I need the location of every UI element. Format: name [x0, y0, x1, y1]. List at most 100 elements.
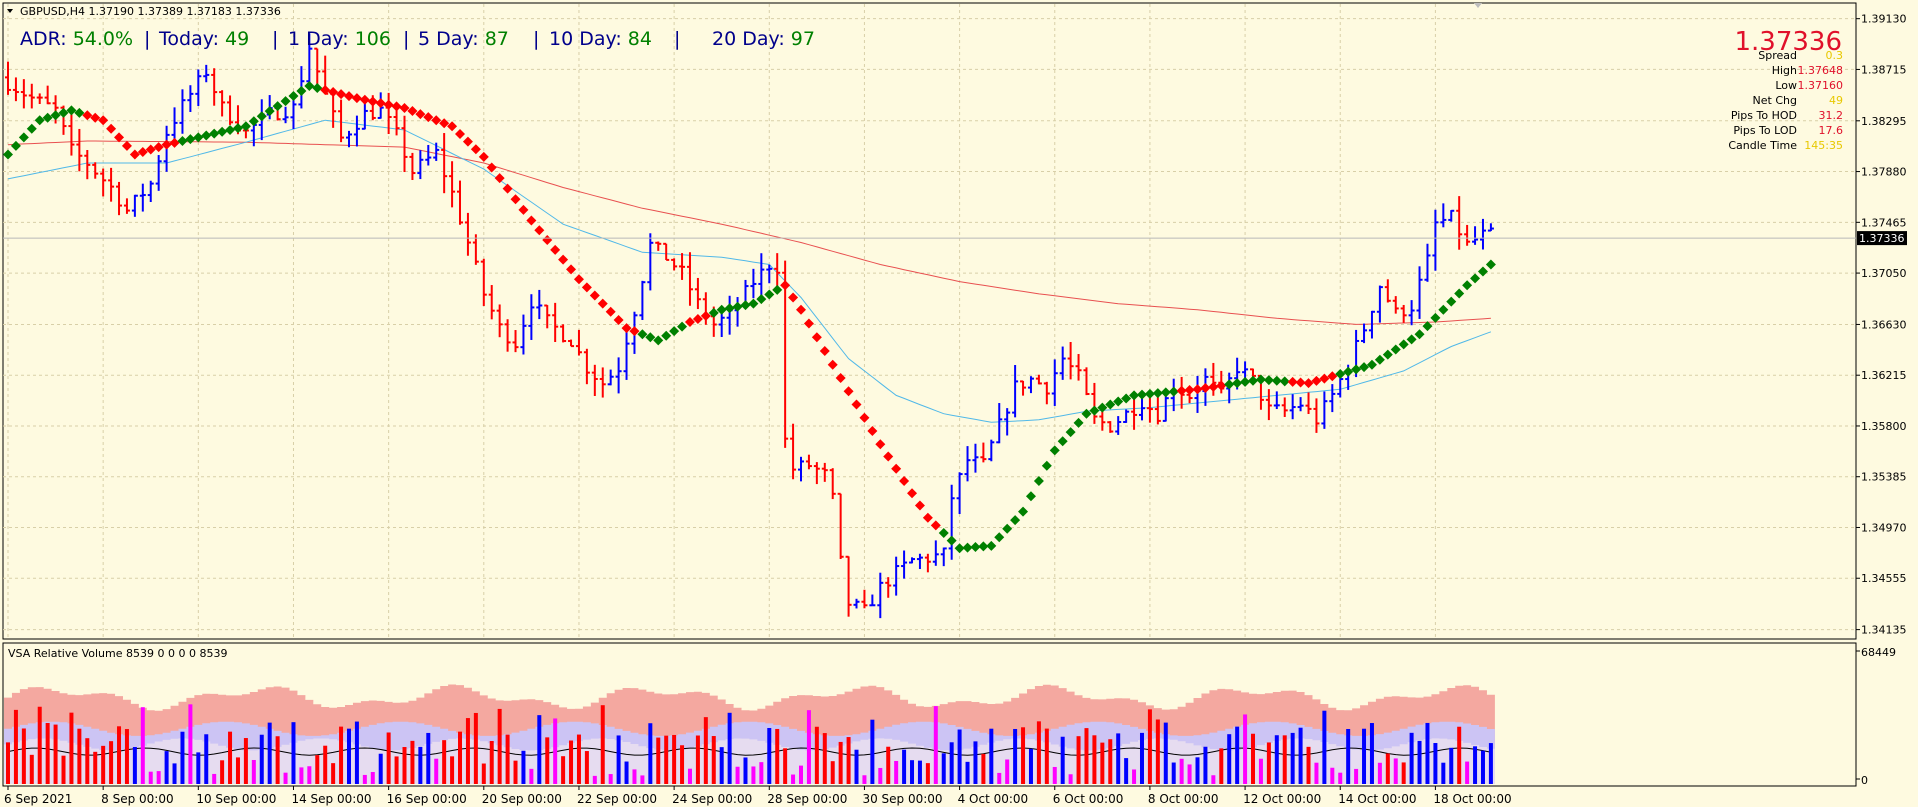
volume-bar — [1322, 710, 1327, 784]
volume-bar — [799, 765, 803, 784]
volume-bar — [886, 746, 891, 784]
adr-item: ADR: 54.0% — [20, 28, 133, 50]
price-bar — [861, 589, 868, 609]
volume-bar — [1362, 728, 1367, 784]
volume-bar — [1092, 735, 1097, 784]
price-bar — [972, 443, 979, 473]
trend-ma-dot — [3, 149, 13, 160]
price-bar — [314, 47, 321, 88]
volume-bar — [1409, 732, 1414, 784]
price-bar — [131, 194, 138, 217]
dropdown-triangle-icon[interactable] — [7, 9, 13, 13]
price-bar — [338, 99, 345, 143]
volume-bar — [854, 749, 859, 784]
price-axis-label: 1.38295 — [1861, 115, 1907, 128]
time-axis-label: 18 Oct 00:00 — [1433, 792, 1511, 806]
trend-ma-dot — [225, 124, 236, 135]
trend-ma-dot — [700, 310, 711, 321]
volume-bar — [664, 735, 669, 784]
trend-ma-dot — [1002, 523, 1013, 534]
trend-ma-dot — [1263, 375, 1274, 386]
trend-ma-dot — [1438, 304, 1449, 315]
volume-bar — [1441, 762, 1446, 784]
volume-bar — [434, 758, 439, 784]
time-axis-label: 6 Oct 00:00 — [1053, 792, 1124, 806]
trend-ma-dot — [1374, 354, 1385, 365]
price-axis-label: 1.36215 — [1861, 369, 1907, 382]
price-bar — [1131, 397, 1138, 430]
grid-lines — [3, 4, 1856, 639]
volume-bar — [846, 737, 851, 784]
volume-bar — [1369, 723, 1374, 784]
price-bar — [227, 95, 234, 125]
price-bar — [750, 268, 757, 299]
price-bar — [155, 155, 162, 191]
trend-ma-dot — [510, 194, 521, 205]
trend-ma-dot — [1351, 364, 1362, 375]
price-bar — [1099, 409, 1106, 431]
trend-ma-dot — [1406, 334, 1417, 345]
trend-ma-dot — [304, 80, 315, 91]
trend-ma-dot — [1240, 376, 1251, 387]
price-bar — [520, 314, 527, 355]
trend-ma-dot — [1160, 387, 1171, 398]
volume-bar — [346, 728, 351, 784]
price-bar — [782, 260, 789, 448]
trend-ma-dot — [1152, 388, 1163, 399]
trend-ma-dot — [145, 144, 156, 155]
volume-bar — [1005, 759, 1010, 784]
price-bar — [956, 472, 963, 515]
volume-bar — [180, 731, 185, 784]
trend-ma-dot — [1025, 491, 1036, 502]
trend-ma-dot — [891, 463, 902, 474]
trend-ma-dot — [161, 139, 172, 150]
volume-bar — [140, 707, 145, 784]
trend-ma-dot — [1144, 388, 1155, 399]
volume-bar — [767, 727, 772, 784]
volume-bar — [822, 733, 827, 784]
price-bar — [68, 114, 75, 156]
volume-bar — [600, 705, 605, 784]
trend-ma-dot — [732, 301, 743, 312]
price-bar — [948, 484, 955, 560]
volume-bar — [148, 771, 153, 784]
volume-bar — [1171, 762, 1176, 784]
volume-bar — [362, 774, 367, 784]
price-bar — [139, 183, 146, 212]
trend-ma-dot — [1255, 374, 1266, 385]
price-bar — [417, 150, 424, 180]
trend-ma-dot — [1248, 375, 1259, 386]
trend-ma-dot — [486, 162, 497, 173]
adr-label: Today: — [158, 28, 225, 50]
volume-bar — [1060, 736, 1065, 784]
trend-ma-dot — [1232, 378, 1243, 389]
adr-value: 84 — [628, 28, 652, 50]
price-bar — [472, 234, 479, 265]
trend-ma-dot — [1184, 385, 1195, 396]
volume-bar — [553, 718, 558, 784]
price-bar — [108, 167, 115, 202]
volume-bar — [783, 748, 788, 784]
trend-ma-dot — [526, 215, 537, 226]
price-bar — [1368, 310, 1375, 339]
volume-bar — [592, 775, 597, 784]
price-bar — [1456, 196, 1463, 250]
trend-ma-dot — [169, 137, 180, 148]
price-bar — [568, 339, 575, 348]
trend-ma-dot — [1327, 371, 1338, 382]
volume-bar — [1227, 734, 1232, 784]
price-bar — [28, 83, 35, 109]
price-bar — [1479, 218, 1486, 250]
trend-ma-dot — [780, 280, 791, 291]
trend-ma-dot — [970, 542, 981, 553]
price-bar — [980, 442, 987, 463]
trend-ma-dot — [1089, 405, 1100, 416]
trend-ma-dot — [232, 123, 243, 134]
info-value: 17.6 — [1819, 124, 1844, 137]
trend-ma-dot — [1018, 506, 1029, 517]
trend-ma-dot — [589, 290, 600, 301]
volume-bar — [680, 745, 685, 784]
volume-bar — [212, 773, 217, 784]
trend-ma-dot — [613, 314, 624, 325]
